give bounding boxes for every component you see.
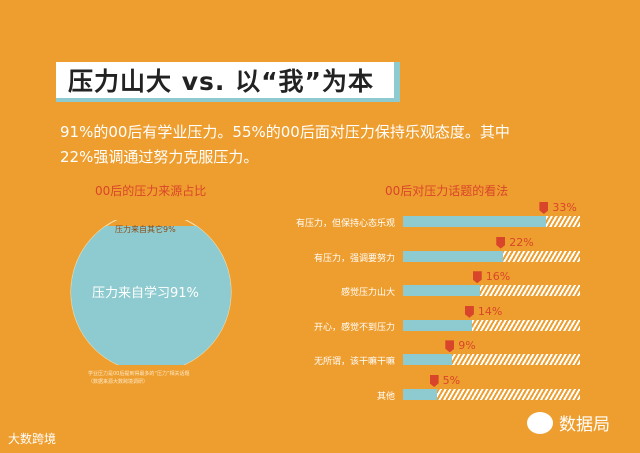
bar-value-label: 33% (552, 201, 577, 214)
subtitle-line: 22%强调通过努力克服压力。 (60, 148, 259, 166)
bar-label: 开心，感觉不到压力 (313, 322, 395, 333)
bar-label: 无所谓，该干嘛干嘛 (313, 357, 395, 368)
bar-fill (403, 319, 472, 331)
bar-fill (403, 250, 504, 262)
bar-label: 有压力，但保持心态乐观 (295, 219, 395, 229)
footnote: 学业压力是00后提到得最多的“压力”相关话题 （数据来源大数跨境调研） (88, 370, 190, 386)
wechat-icon (527, 411, 553, 434)
bar-value-label: 5% (442, 374, 461, 387)
pie-slice-study (71, 226, 231, 365)
bar-track (403, 319, 580, 331)
bar-value-label: 22% (509, 235, 534, 249)
bar-label: 感觉压力山大 (340, 288, 395, 299)
bar-track (403, 250, 580, 262)
subtitle-line: 91%的00后有学业压力。55%的00后面对压力保持乐观态度。其中 (60, 123, 510, 141)
bar-fill (403, 216, 547, 227)
bar-fill (403, 285, 480, 297)
bar-value-label: 9% (458, 339, 476, 353)
bar-marker-icon (539, 202, 549, 214)
left-logo: 大数跨境 (8, 432, 57, 446)
bar-track (403, 389, 580, 400)
bar-value-label: 14% (477, 304, 503, 318)
bar-track (403, 285, 580, 297)
bar-fill (403, 389, 437, 400)
bar-title: 00后对压力话题的看法 (385, 184, 509, 198)
right-logo: 数据局 (527, 410, 610, 435)
bar-label: 其他 (376, 392, 395, 402)
pie-label-other: 压力来自其它9% (115, 225, 176, 234)
pie-label-study: 压力来自学习91% (92, 286, 199, 301)
bar-value-label: 16% (485, 270, 511, 284)
bar-track (403, 354, 580, 366)
footnote-line: 学业压力是00后提到得最多的“压力”相关话题 (88, 371, 190, 377)
footnote-line: （数据来源大数跨境调研） (88, 379, 149, 385)
bar-track (403, 216, 580, 227)
title-box: 压力山大 vs. 以“我”为本 (56, 62, 400, 102)
bar-marker-icon (472, 271, 482, 284)
bar-marker-icon (496, 236, 506, 249)
pie-chart (70, 220, 232, 365)
bar-marker-icon (429, 375, 439, 387)
bar-marker-icon (464, 305, 474, 318)
page-title: 压力山大 vs. 以“我”为本 (68, 67, 374, 96)
bar-fill (403, 354, 453, 366)
right-logo-text: 数据局 (559, 415, 610, 435)
bar-label: 有压力，强调要努力 (313, 253, 395, 264)
pie-title: 00后的压力来源占比 (95, 184, 207, 198)
bar-marker-icon (445, 340, 455, 353)
